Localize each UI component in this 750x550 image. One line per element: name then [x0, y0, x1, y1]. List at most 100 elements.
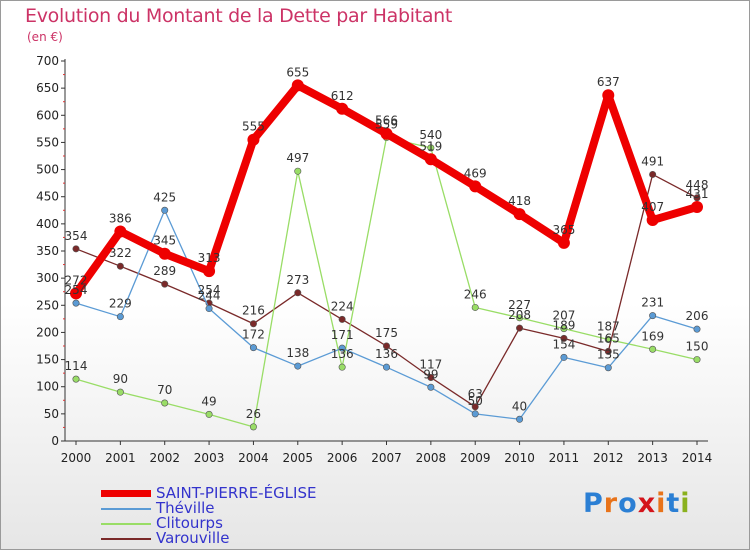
y-tick-label: 250 [36, 298, 59, 312]
y-tick-label: 450 [36, 190, 59, 204]
data-label: 99 [423, 367, 438, 381]
data-point [693, 194, 701, 202]
data-label: 559 [375, 118, 398, 132]
data-point [116, 388, 124, 396]
x-tick-label: 2006 [327, 451, 358, 465]
data-label: 169 [641, 329, 664, 343]
data-point [114, 225, 127, 238]
data-label: 418 [508, 194, 531, 208]
data-label: 138 [286, 346, 309, 360]
x-tick-label: 2004 [238, 451, 269, 465]
legend-label: Théville [156, 499, 215, 517]
data-label: 135 [597, 348, 620, 362]
data-point [560, 353, 568, 361]
data-label: 431 [686, 187, 709, 201]
data-label: 566 [375, 114, 398, 128]
data-label: 254 [198, 283, 221, 297]
proxiti-logo: Proxiti [583, 488, 691, 519]
data-point [72, 375, 80, 383]
data-point [471, 410, 479, 418]
data-point [161, 206, 169, 214]
x-tick-label: 2007 [371, 451, 402, 465]
data-label: 150 [686, 340, 709, 354]
data-point [516, 415, 524, 423]
data-label: 637 [597, 75, 620, 89]
data-point [205, 410, 213, 418]
data-label: 216 [242, 304, 265, 318]
y-tick-label: 150 [36, 353, 59, 367]
data-point [469, 180, 482, 193]
data-point [338, 363, 346, 371]
data-point [161, 399, 169, 407]
data-label: 273 [286, 273, 309, 287]
data-label: 365 [552, 223, 575, 237]
data-point [604, 347, 612, 355]
data-label: 289 [153, 264, 176, 278]
data-label: 313 [198, 251, 221, 265]
data-label: 208 [508, 308, 531, 322]
data-label: 491 [641, 154, 664, 168]
data-label: 540 [419, 128, 442, 142]
data-point [646, 214, 659, 227]
data-label: 136 [375, 347, 398, 361]
data-label: 187 [597, 319, 620, 333]
x-tick-label: 2001 [105, 451, 136, 465]
data-point [116, 313, 124, 321]
data-label: 555 [242, 120, 265, 134]
data-point [471, 403, 479, 411]
data-point [427, 144, 435, 152]
data-point [336, 102, 349, 115]
legend-swatch [101, 508, 151, 510]
data-point [247, 133, 260, 146]
data-label: 26 [246, 407, 261, 421]
data-point [382, 342, 390, 350]
data-point [205, 305, 213, 313]
x-tick-label: 2012 [593, 451, 624, 465]
data-point [513, 208, 526, 221]
data-label: 154 [552, 337, 575, 351]
data-label: 612 [331, 89, 354, 103]
data-point [557, 236, 570, 249]
data-label: 136 [331, 347, 354, 361]
data-label: 70 [157, 383, 172, 397]
logo-letter: o [618, 488, 638, 519]
data-point [560, 334, 568, 342]
x-tick-label: 2010 [504, 451, 535, 465]
data-label: 246 [464, 287, 487, 301]
data-point [427, 373, 435, 381]
data-point [424, 153, 437, 166]
data-point [294, 362, 302, 370]
data-label: 407 [641, 200, 664, 214]
legend-swatch [101, 538, 151, 540]
data-label: 63 [468, 387, 483, 401]
data-point [249, 344, 257, 352]
data-point [380, 127, 393, 140]
data-label: 49 [201, 394, 216, 408]
data-label: 165 [597, 331, 620, 345]
legend-label: SAINT-PIERRE-ÉGLISE [156, 484, 317, 502]
data-label: 189 [552, 318, 575, 332]
data-label: 244 [198, 289, 221, 303]
logo-letter: i [656, 488, 667, 519]
data-point [161, 280, 169, 288]
data-point [249, 423, 257, 431]
data-point [693, 325, 701, 333]
data-point [294, 289, 302, 297]
data-label: 469 [464, 166, 487, 180]
y-tick-label: 300 [36, 271, 59, 285]
y-tick-label: 500 [36, 163, 59, 177]
logo-letter: r [603, 488, 619, 519]
data-label: 172 [242, 328, 265, 342]
data-label: 207 [552, 309, 575, 323]
data-point [604, 335, 612, 343]
x-tick-label: 2009 [460, 451, 491, 465]
y-tick-label: 550 [36, 135, 59, 149]
data-point [116, 262, 124, 270]
y-tick-label: 350 [36, 244, 59, 258]
data-label: 497 [286, 151, 309, 165]
y-tick-label: 50 [44, 407, 59, 421]
data-point [294, 167, 302, 175]
data-label: 386 [109, 211, 132, 225]
data-point [604, 364, 612, 372]
data-label: 50 [468, 394, 483, 408]
